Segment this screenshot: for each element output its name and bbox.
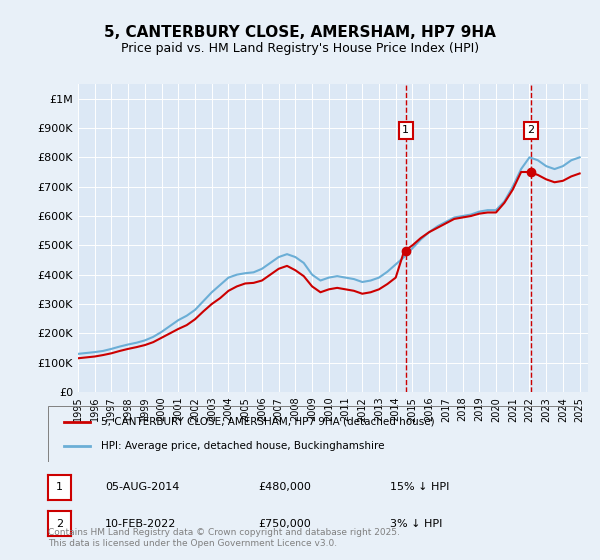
Text: Contains HM Land Registry data © Crown copyright and database right 2025.
This d: Contains HM Land Registry data © Crown c…	[48, 528, 400, 548]
Text: 2: 2	[527, 125, 535, 135]
Text: 5, CANTERBURY CLOSE, AMERSHAM, HP7 9HA (detached house): 5, CANTERBURY CLOSE, AMERSHAM, HP7 9HA (…	[101, 417, 434, 427]
Text: HPI: Average price, detached house, Buckinghamshire: HPI: Average price, detached house, Buck…	[101, 441, 385, 451]
Text: £480,000: £480,000	[258, 482, 311, 492]
Text: 2: 2	[56, 519, 63, 529]
Text: 3% ↓ HPI: 3% ↓ HPI	[390, 519, 442, 529]
Text: £750,000: £750,000	[258, 519, 311, 529]
Text: 5, CANTERBURY CLOSE, AMERSHAM, HP7 9HA: 5, CANTERBURY CLOSE, AMERSHAM, HP7 9HA	[104, 25, 496, 40]
Text: 10-FEB-2022: 10-FEB-2022	[105, 519, 176, 529]
Text: 1: 1	[56, 482, 63, 492]
Text: 1: 1	[402, 125, 409, 135]
Text: 15% ↓ HPI: 15% ↓ HPI	[390, 482, 449, 492]
Text: 05-AUG-2014: 05-AUG-2014	[105, 482, 179, 492]
Text: Price paid vs. HM Land Registry's House Price Index (HPI): Price paid vs. HM Land Registry's House …	[121, 42, 479, 55]
